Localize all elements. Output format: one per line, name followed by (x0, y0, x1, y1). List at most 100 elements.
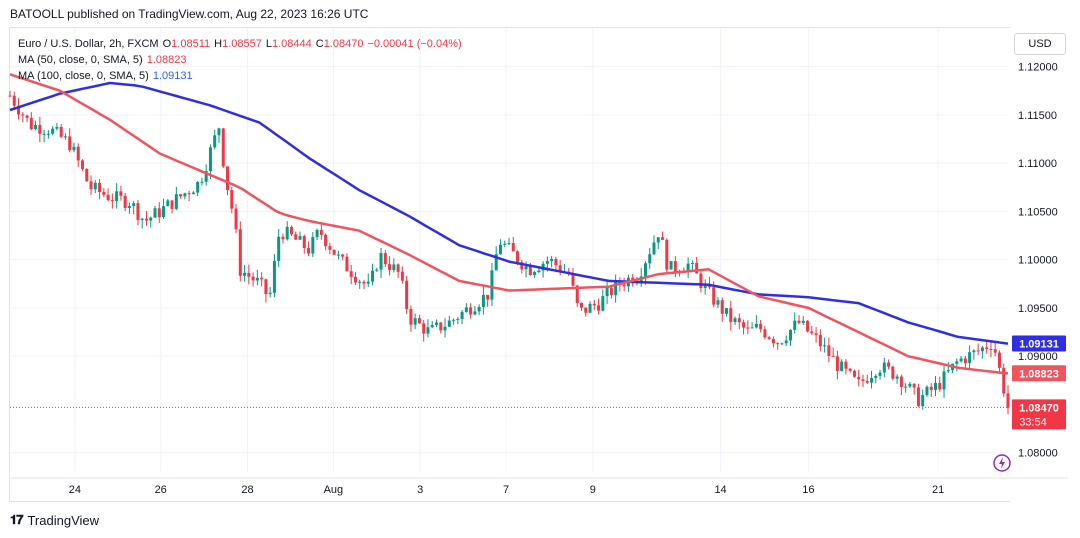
candle-body (895, 376, 899, 379)
candle-body (469, 307, 473, 315)
y-tick-label: 1.11500 (1018, 110, 1057, 122)
candle-body (247, 272, 251, 277)
candle-body (430, 324, 434, 328)
candle-body (558, 265, 562, 272)
candle-body (12, 95, 16, 106)
candle-body (341, 254, 345, 257)
candle-body (550, 258, 554, 262)
grid-lines (10, 28, 1008, 472)
high-label: H (214, 38, 223, 50)
candle-body (916, 387, 920, 407)
candle-body (733, 318, 737, 323)
x-tick-label: Aug (324, 484, 344, 496)
candle-body (754, 323, 758, 328)
candle-body (673, 261, 677, 272)
candle-body (908, 383, 912, 387)
price-badge (1012, 399, 1066, 430)
candle-body (533, 272, 537, 275)
candle-body (417, 318, 421, 324)
price-axis: 1.12000 1.11500 1.11000 1.10500 1.10000 1.095… (1018, 62, 1058, 460)
y-tick-label: 1.10500 (1018, 206, 1058, 218)
candle-body (801, 320, 805, 323)
candle-body (643, 263, 647, 277)
candle-body (614, 280, 618, 296)
candle-body (183, 193, 187, 197)
candle-body (217, 128, 221, 136)
candle-body (771, 338, 775, 344)
candle-body (268, 292, 272, 294)
currency-button[interactable]: USD (1014, 33, 1066, 55)
candle-body (21, 114, 25, 116)
candle-body (669, 261, 673, 270)
candle-body (537, 270, 541, 273)
ma100-value: 1.09131 (152, 70, 193, 82)
candle-body (648, 254, 652, 264)
ma50-badge (1012, 365, 1066, 382)
candle-body (784, 340, 788, 344)
candle-body (477, 306, 481, 312)
candle-body (481, 294, 485, 307)
candle-body (925, 386, 929, 396)
candle-body (29, 117, 33, 129)
candle-body (818, 335, 822, 347)
ma100-badge (1012, 335, 1066, 352)
candle-body (315, 230, 319, 238)
candle-body (85, 168, 89, 182)
candle-body (528, 265, 532, 275)
candle-body (938, 382, 942, 390)
low-label: L (265, 38, 272, 50)
candle-body (494, 254, 498, 271)
candle-body (609, 287, 613, 296)
candle-body (170, 200, 174, 209)
candle-body (375, 269, 379, 271)
candle-body (788, 329, 792, 341)
y-tick-label: 1.08000 (1018, 448, 1058, 460)
candle-body (464, 307, 468, 312)
candle-body (955, 361, 959, 364)
candle-body (213, 135, 217, 148)
candle-body (196, 181, 200, 193)
candle-body (554, 258, 558, 266)
candle-body (776, 343, 780, 345)
candle-body (763, 329, 767, 338)
candle-body (396, 264, 400, 272)
candle-body (251, 276, 255, 281)
symbol-label: Euro / U.S. Dollar, 2h, FXCM (18, 38, 159, 50)
candle-body (289, 226, 293, 235)
candle-body (63, 136, 67, 138)
candle-body (498, 244, 502, 255)
candles (8, 90, 1010, 415)
candle-body (904, 386, 908, 388)
candle-body (985, 347, 989, 350)
x-tick-label: 21 (932, 484, 944, 496)
close-label: C (315, 38, 324, 50)
candle-body (136, 203, 140, 220)
candle-body (76, 146, 80, 161)
candle-body (729, 308, 733, 323)
candle-body (980, 347, 984, 352)
candle-body (102, 192, 106, 195)
candle-body (93, 182, 97, 190)
countdown-label: 33:54 (1019, 416, 1047, 428)
candle-body (434, 322, 438, 325)
candle-body (8, 95, 12, 97)
candle-body (524, 265, 528, 270)
candle-body (127, 206, 131, 208)
candle-body (302, 236, 306, 249)
candle-body (230, 190, 234, 209)
x-tick-label: 7 (503, 484, 509, 496)
candle-body (409, 308, 413, 325)
candle-body (443, 326, 447, 331)
candle-body (72, 146, 76, 151)
candle-body (827, 345, 831, 356)
x-tick-label: 24 (69, 484, 81, 496)
candle-body (797, 320, 801, 323)
candle-body (622, 284, 626, 287)
candle-body (328, 246, 332, 250)
candle-body (695, 262, 699, 274)
candle-body (899, 376, 903, 387)
lightning-bolt-icon (999, 457, 1005, 469)
candle-body (345, 256, 349, 272)
